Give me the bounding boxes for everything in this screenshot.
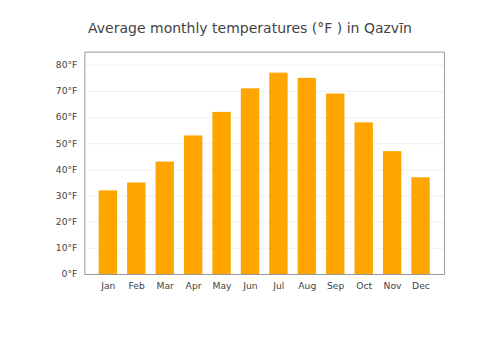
svg-text:Nov: Nov [384,280,402,291]
svg-text:Jun: Jun [242,280,258,291]
svg-text:20°F: 20°F [56,216,78,227]
svg-text:Sep: Sep [327,280,344,291]
svg-text:Dec: Dec [412,280,430,291]
svg-text:10°F: 10°F [56,242,78,253]
svg-text:30°F: 30°F [56,190,78,201]
svg-text:80°F: 80°F [56,59,78,70]
svg-text:May: May [212,280,232,291]
svg-text:Mar: Mar [156,280,174,291]
svg-text:Feb: Feb [129,280,145,291]
svg-text:Apr: Apr [186,280,202,291]
html-text:Average monthly temperatures (: Average monthly temperatures (°F ) in Qa… [88,20,412,36]
svg-text:Jan: Jan [100,280,115,291]
svg-text:Oct: Oct [356,280,372,291]
svg-text:Jul: Jul [272,280,284,291]
svg-text:Aug: Aug [298,280,316,291]
svg-text:70°F: 70°F [56,85,78,96]
svg-text:0°F: 0°F [62,268,78,279]
svg-text:60°F: 60°F [56,111,78,122]
svg-text:40°F: 40°F [56,164,78,175]
svg-text:50°F: 50°F [56,138,78,149]
